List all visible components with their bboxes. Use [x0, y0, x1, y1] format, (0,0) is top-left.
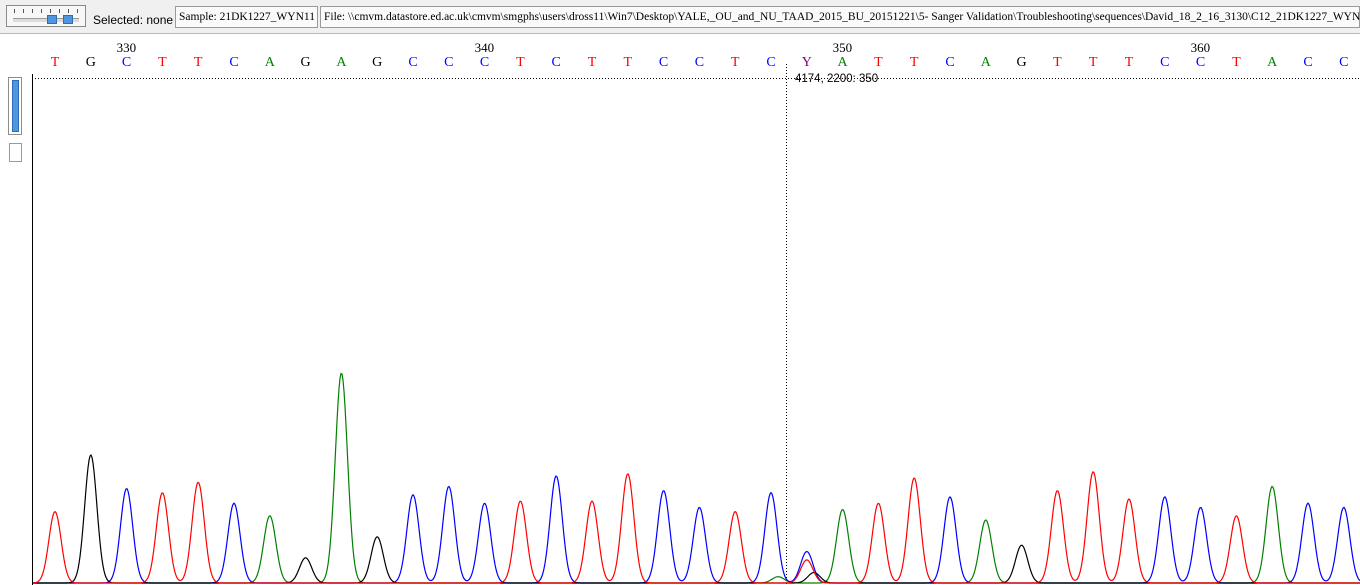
- base-call[interactable]: C: [1160, 55, 1169, 70]
- base-call[interactable]: C: [659, 55, 668, 70]
- base-call[interactable]: C: [766, 55, 775, 70]
- ruler-label-360: 360: [1191, 40, 1211, 55]
- base-call[interactable]: A: [981, 55, 992, 70]
- file-path-field: File: \\cmvm.datastore.ed.ac.uk\cmvm\smg…: [320, 6, 1360, 28]
- base-call[interactable]: T: [731, 55, 740, 70]
- base-call[interactable]: T: [1232, 55, 1241, 70]
- base-call[interactable]: T: [158, 55, 167, 70]
- cursor-readout: 4174, 2200: 350: [795, 73, 878, 85]
- base-call[interactable]: T: [588, 55, 597, 70]
- chromatogram-viewer[interactable]: 330 340 350 360 T G C T T C A G A G C C C T C T T C C T C Y A T T C A…: [0, 34, 1360, 585]
- base-call[interactable]: T: [874, 55, 883, 70]
- zoom-slider-thumb-secondary[interactable]: [63, 15, 73, 24]
- trace-G: [33, 453, 1360, 584]
- base-call[interactable]: C: [444, 55, 453, 70]
- vertical-scale-scrollbar[interactable]: [8, 77, 22, 135]
- base-call[interactable]: G: [301, 55, 311, 70]
- base-call[interactable]: A: [838, 55, 849, 70]
- base-call[interactable]: T: [1053, 55, 1062, 70]
- base-call[interactable]: C: [1303, 55, 1312, 70]
- base-call[interactable]: C: [408, 55, 417, 70]
- base-call[interactable]: A: [265, 55, 276, 70]
- base-call[interactable]: T: [51, 55, 60, 70]
- trace-T: [32, 470, 1360, 584]
- base-call[interactable]: G: [1017, 55, 1027, 70]
- base-call[interactable]: C: [552, 55, 561, 70]
- ruler-label-330: 330: [117, 40, 137, 55]
- base-call[interactable]: T: [624, 55, 633, 70]
- base-call[interactable]: C: [1339, 55, 1348, 70]
- zoom-slider-track: [13, 18, 79, 22]
- base-call[interactable]: C: [1196, 55, 1205, 70]
- trace-curves: [32, 372, 1360, 584]
- base-call[interactable]: Y: [802, 55, 812, 70]
- base-call[interactable]: C: [122, 55, 131, 70]
- base-call[interactable]: C: [229, 55, 238, 70]
- trace-A: [33, 372, 1360, 584]
- base-call[interactable]: T: [516, 55, 525, 70]
- base-call[interactable]: G: [86, 55, 96, 70]
- scale-toggle-box[interactable]: [9, 143, 22, 162]
- chromatogram-trace-area[interactable]: 330 340 350 360 T G C T T C A G A G C C C T C T T C C T C Y A T T C A…: [0, 34, 1360, 585]
- base-call[interactable]: G: [372, 55, 382, 70]
- trace-C: [33, 475, 1360, 584]
- base-call[interactable]: T: [194, 55, 203, 70]
- selection-status: Selected: none: [93, 13, 174, 27]
- ruler-label-340: 340: [475, 40, 495, 55]
- base-call[interactable]: C: [480, 55, 489, 70]
- vertical-scale-thumb[interactable]: [12, 80, 19, 132]
- base-call[interactable]: A: [1267, 55, 1278, 70]
- zoom-slider[interactable]: [6, 5, 86, 27]
- zoom-slider-ticks: [14, 9, 78, 13]
- ruler-label-350: 350: [833, 40, 853, 55]
- base-call[interactable]: T: [910, 55, 919, 70]
- base-call[interactable]: T: [1089, 55, 1098, 70]
- toolbar: Selected: none Sample: 21DK1227_WYN11 Fi…: [0, 0, 1360, 34]
- base-call[interactable]: C: [945, 55, 954, 70]
- sample-name-field: Sample: 21DK1227_WYN11: [175, 6, 318, 28]
- zoom-slider-thumb[interactable]: [47, 15, 57, 24]
- base-call[interactable]: T: [1125, 55, 1134, 70]
- base-call[interactable]: A: [336, 55, 347, 70]
- base-call[interactable]: C: [695, 55, 704, 70]
- position-ruler: 330 340 350 360: [117, 40, 1211, 55]
